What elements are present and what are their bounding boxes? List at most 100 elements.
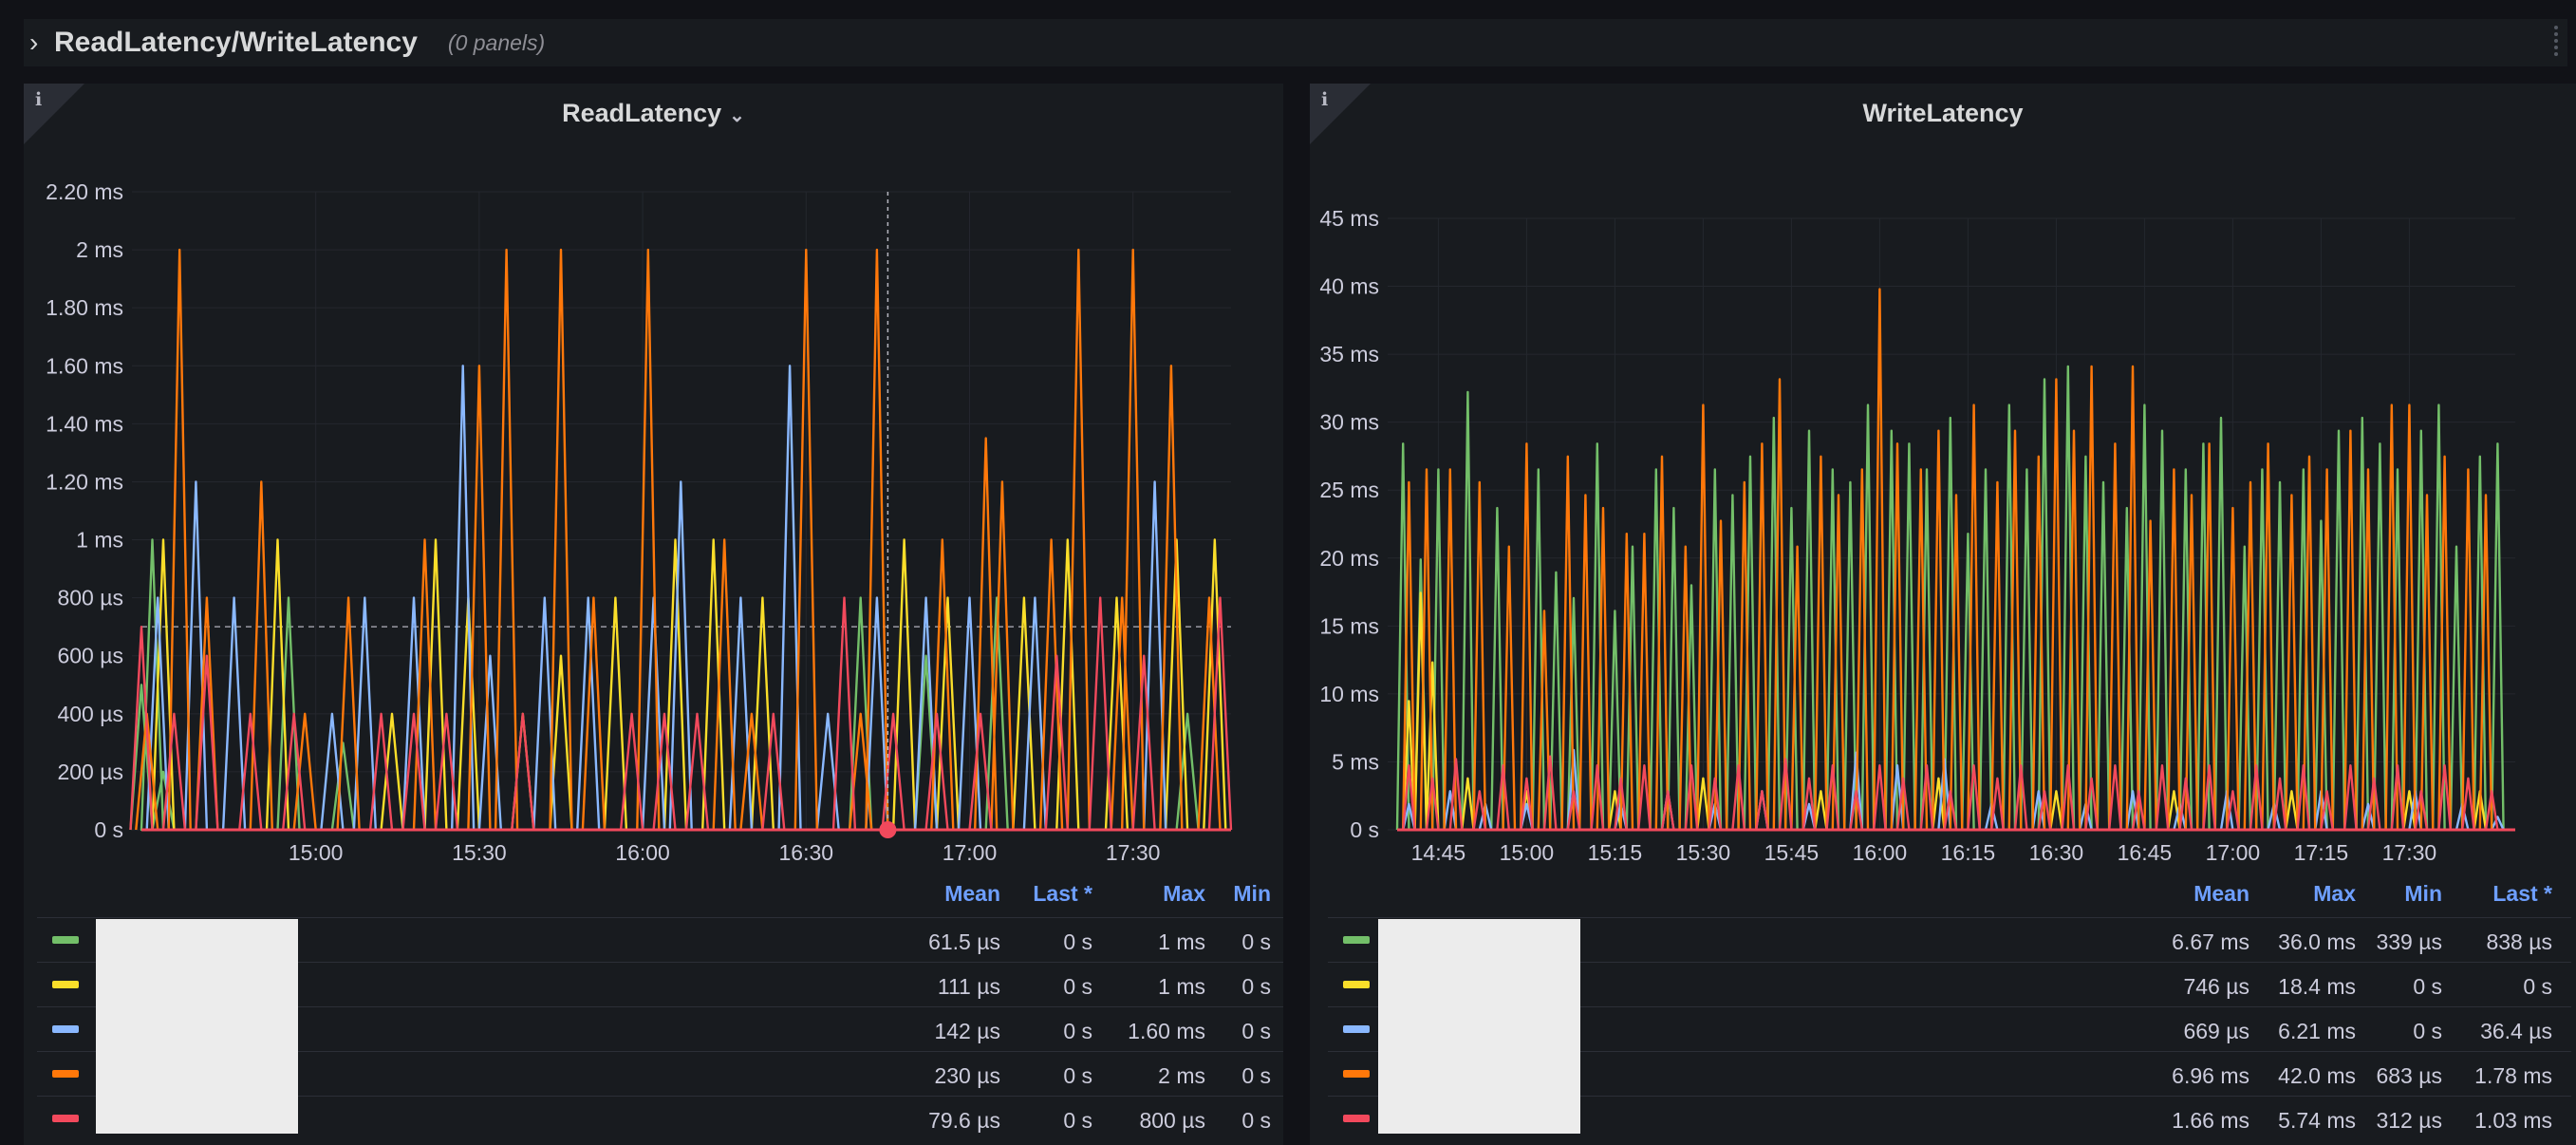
x-tick-label: 15:15 <box>1588 840 1643 865</box>
y-tick-label: 2 ms <box>76 237 123 262</box>
info-corner[interactable] <box>24 84 84 144</box>
drag-handle-icon[interactable] <box>2554 23 2567 63</box>
x-tick-label: 16:00 <box>615 840 670 865</box>
x-tick-label: 17:00 <box>943 840 998 865</box>
legend-header: Mean Max Min Last * <box>1328 873 2571 917</box>
legend-value: 0 s <box>1063 929 1092 954</box>
info-corner[interactable] <box>1310 84 1371 144</box>
legend-value: 0 s <box>1063 1063 1092 1088</box>
y-tick-label: 1 ms <box>76 528 123 553</box>
panel-title[interactable]: ReadLatency ⌄ <box>24 99 1283 128</box>
legend-value: 0 s <box>1063 1019 1092 1043</box>
x-tick-label: 15:30 <box>452 840 507 865</box>
legend-row[interactable]: 142 µs 0 s 1.60 ms 0 s <box>37 1006 1283 1051</box>
legend-value: 0 s <box>2523 974 2552 999</box>
legend-row[interactable]: 6.67 ms 36.0 ms 339 µs 838 µs <box>1328 917 2571 962</box>
legend-value: 6.21 ms <box>2278 1019 2356 1043</box>
y-tick-label: 0 s <box>94 817 123 842</box>
panel-title-text[interactable]: WriteLatency <box>1862 99 2024 127</box>
legend-row[interactable]: 6.96 ms 42.0 ms 683 µs 1.78 ms <box>1328 1051 2571 1096</box>
y-tick-label: 1.40 ms <box>46 411 123 436</box>
legend-row[interactable]: 746 µs 18.4 ms 0 s 0 s <box>1328 962 2571 1006</box>
x-tick-label: 17:00 <box>2206 840 2261 865</box>
y-tick-label: 1.60 ms <box>46 353 123 378</box>
x-tick-label: 17:30 <box>1106 840 1161 865</box>
series-color-swatch[interactable] <box>52 981 79 988</box>
chevron-down-icon[interactable]: ⌄ <box>729 105 745 126</box>
legend-value: 1.60 ms <box>1128 1019 1205 1043</box>
legend-sort-header[interactable]: Min <box>2404 881 2442 906</box>
series-color-swatch[interactable] <box>52 1070 79 1078</box>
legend-row[interactable]: 61.5 µs 0 s 1 ms 0 s <box>37 917 1283 962</box>
x-tick-label: 16:45 <box>2118 840 2173 865</box>
legend-value: 669 µs <box>2183 1019 2249 1043</box>
row-header[interactable]: › ReadLatency/WriteLatency (0 panels) <box>24 19 2567 66</box>
series-line-5[interactable] <box>129 596 1233 832</box>
legend-sort-header[interactable]: Last * <box>1033 881 1092 906</box>
series-color-swatch[interactable] <box>1343 1025 1370 1033</box>
legend-value: 312 µs <box>2376 1108 2442 1133</box>
legend-sort-header[interactable]: Max <box>1163 881 1205 906</box>
x-tick-label: 16:00 <box>1853 840 1908 865</box>
series-color-swatch[interactable] <box>1343 936 1370 944</box>
chart-read-latency[interactable]: 0 s 200 µs 400 µs 600 µs 800 µs 1 ms 1.20 ms 1.… <box>24 84 1283 872</box>
panel-title-text[interactable]: ReadLatency <box>562 99 722 127</box>
series-line-4[interactable] <box>1402 288 2493 832</box>
x-tick-label: 16:30 <box>778 840 833 865</box>
legend-value: 2 ms <box>1158 1063 1205 1088</box>
legend-sort-header[interactable]: Mean <box>2193 881 2249 906</box>
series-color-swatch[interactable] <box>52 936 79 944</box>
legend-row[interactable]: 230 µs 0 s 2 ms 0 s <box>37 1051 1283 1096</box>
annotation-marker[interactable] <box>879 821 897 838</box>
x-tick-label: 15:00 <box>1500 840 1555 865</box>
y-tick-label: 20 ms <box>1319 546 1379 571</box>
legend-value: 6.67 ms <box>2172 929 2249 954</box>
legend-row[interactable]: 79.6 µs 0 s 800 µs 0 s <box>37 1096 1283 1140</box>
y-tick-label: 40 ms <box>1319 274 1379 299</box>
legend-read-latency: Mean Last * Max Min 61.5 µs 0 s 1 ms 0 s 111 µs 0… <box>37 873 1283 1140</box>
legend-value: 6.96 ms <box>2172 1063 2249 1088</box>
legend-row[interactable]: 669 µs 6.21 ms 0 s 36.4 µs <box>1328 1006 2571 1051</box>
chart-write-latency[interactable]: 0 s 5 ms 10 ms 15 ms 20 ms 25 ms 30 ms 35 ms 40 … <box>1310 84 2576 872</box>
legend-sort-header[interactable]: Max <box>2313 881 2356 906</box>
legend-sort-header[interactable]: Last * <box>2492 881 2552 906</box>
legend-value: 0 s <box>2413 974 2442 999</box>
x-tick-label: 17:15 <box>2294 840 2349 865</box>
chevron-right-icon[interactable]: › <box>29 28 39 57</box>
series-color-swatch[interactable] <box>52 1025 79 1033</box>
info-icon[interactable]: i <box>35 89 43 110</box>
y-tick-label: 1.80 ms <box>46 295 123 320</box>
legend-value: 339 µs <box>2376 929 2442 954</box>
panel-write-latency: i WriteLatency 0 s 5 ms 10 ms 15 ms 20 ms 25 … <box>1310 84 2576 1145</box>
y-tick-label: 5 ms <box>1332 749 1379 774</box>
x-tick-label: 16:30 <box>2029 840 2084 865</box>
x-tick-label: 14:45 <box>1411 840 1466 865</box>
panel-title[interactable]: WriteLatency <box>1310 99 2576 128</box>
legend-value: 42.0 ms <box>2278 1063 2356 1088</box>
legend-sort-header[interactable]: Mean <box>944 881 1000 906</box>
series-line-1[interactable] <box>1395 365 2505 832</box>
series-color-swatch[interactable] <box>1343 981 1370 988</box>
legend-value: 746 µs <box>2183 974 2249 999</box>
legend-sort-header[interactable]: Min <box>1233 881 1271 906</box>
y-tick-label: 800 µs <box>57 586 123 610</box>
legend-value: 1.03 ms <box>2474 1108 2552 1133</box>
series-color-swatch[interactable] <box>1343 1115 1370 1122</box>
row-title[interactable]: ReadLatency/WriteLatency <box>54 27 418 58</box>
legend-value: 800 µs <box>1139 1108 1205 1133</box>
legend-value: 36.0 ms <box>2278 929 2356 954</box>
legend-value: 5.74 ms <box>2278 1108 2356 1133</box>
legend-value: 79.6 µs <box>928 1108 1000 1133</box>
panel-read-latency: i ReadLatency ⌄ 0 s 200 µs 400 µs 600 µs 800 … <box>24 84 1283 1145</box>
y-tick-label: 1.20 ms <box>46 469 123 494</box>
legend-row[interactable]: 111 µs 0 s 1 ms 0 s <box>37 962 1283 1006</box>
series-color-swatch[interactable] <box>1343 1070 1370 1078</box>
legend-row[interactable]: 1.66 ms 5.74 ms 312 µs 1.03 ms <box>1328 1096 2571 1140</box>
x-tick-label: 16:15 <box>1941 840 1996 865</box>
info-icon[interactable]: i <box>1321 89 1329 110</box>
series-color-swatch[interactable] <box>52 1115 79 1122</box>
y-tick-label: 2.20 ms <box>46 179 123 204</box>
legend-value: 1 ms <box>1158 929 1205 954</box>
x-tick-label: 17:30 <box>2382 840 2437 865</box>
y-tick-label: 45 ms <box>1319 206 1379 231</box>
